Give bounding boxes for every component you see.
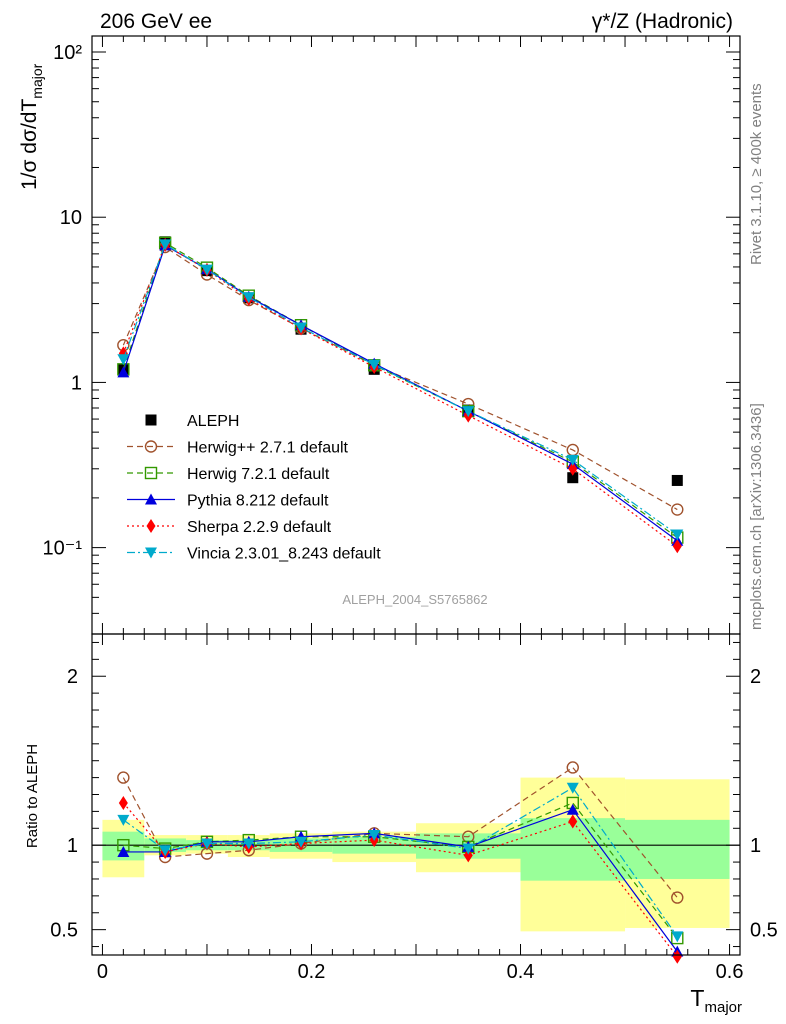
data-point [242, 292, 255, 304]
y-tick-label-ratio: 0.5 [50, 920, 78, 942]
y-tick-label-ratio-right: 2 [750, 666, 761, 688]
main-ylabel: 1/σ dσ/dTmajor [18, 63, 45, 190]
data-point [462, 406, 475, 418]
y-tick-label-main: 10⁻¹ [43, 538, 83, 560]
legend-marker [145, 493, 157, 505]
legend-entry: Vincia 2.3.01_8.243 default [127, 546, 381, 563]
legend-entry: Pythia 8.212 default [127, 493, 329, 510]
data-point [295, 322, 308, 334]
ratio-point [159, 845, 172, 857]
legend: ALEPH Herwig++ 2.7.1 default Herwig 7.2.1 … [127, 413, 381, 563]
x-tick-label: 0.6 [716, 961, 744, 983]
ratio-line [123, 802, 678, 939]
data-point [117, 366, 130, 378]
legend-label: Sherpa 2.2.9 default [187, 519, 332, 536]
ratio-point [671, 931, 684, 943]
header-left: 206 GeV ee [100, 10, 212, 33]
legend-marker [146, 519, 156, 533]
ratio-point [566, 803, 579, 815]
ratio-series-vincia-2-3-01-8-243 [117, 782, 684, 943]
legend-marker [145, 547, 157, 559]
ratio-point [368, 830, 381, 842]
legend-label: Pythia 8.212 default [187, 493, 329, 510]
series-layer [117, 236, 684, 964]
ratio-point [566, 761, 579, 774]
ratio-point [117, 845, 130, 857]
x-tick-label: 0.2 [298, 961, 326, 983]
stat-band-bin-7 [520, 818, 626, 881]
watermark: ALEPH_2004_S5765862 [342, 592, 487, 607]
legend-entry: Sherpa 2.2.9 default [127, 519, 332, 536]
ratio-point [118, 795, 128, 810]
rivet-label: Rivet 3.1.10, ≥ 400k events [748, 83, 765, 265]
y-tick-label-main: 10 [60, 207, 82, 229]
legend-label: Herwig 7.2.1 default [187, 466, 330, 483]
ratio-point [200, 838, 213, 850]
ratio-ylabel: Ratio to ALEPH [24, 744, 41, 848]
x-tick-label: 0 [97, 961, 108, 983]
y-tick-label-main: 1 [71, 372, 82, 394]
ratio-point [671, 891, 684, 904]
ratio-point [117, 814, 130, 826]
legend-marker [144, 466, 158, 480]
axis-labels: 0 0.2 0.4 0.6 10⁻¹ 1 10 10² 0.5 0.5 1 1 2 2 [43, 42, 778, 983]
legend-label: ALEPH [187, 413, 239, 430]
ratio-point [672, 949, 682, 964]
ratio-point [566, 782, 579, 794]
data-point [368, 359, 381, 371]
data-point [566, 454, 579, 466]
data-point [672, 539, 682, 554]
legend-marker [145, 414, 157, 426]
legend-marker [144, 440, 158, 453]
data-point [671, 529, 684, 541]
y-tick-label-ratio: 1 [67, 835, 78, 857]
y-tick-label-ratio: 2 [67, 666, 78, 688]
legend-entry: ALEPH [145, 413, 239, 430]
data-point [671, 503, 684, 516]
y-tick-label-ratio-right: 1 [750, 835, 761, 857]
data-point [200, 264, 213, 276]
header-right: γ*/Z (Hadronic) [592, 10, 733, 33]
data-point [568, 461, 578, 476]
ratio-point [117, 771, 130, 784]
data-point [159, 239, 172, 251]
y-tick-label-main: 10² [53, 42, 82, 64]
tick-marks [92, 36, 740, 955]
ratio-point [568, 814, 578, 829]
legend-entry: Herwig 7.2.1 default [127, 466, 330, 483]
legend-entry: Herwig++ 2.7.1 default [127, 440, 349, 457]
data-point [117, 354, 130, 366]
legend-label: Herwig++ 2.7.1 default [187, 440, 349, 457]
legend-label: Vincia 2.3.01_8.243 default [187, 546, 381, 563]
xlabel: Tmajor [690, 985, 742, 1016]
main-panel-frame [91, 35, 741, 635]
data-point [671, 474, 683, 486]
ratio-point [295, 836, 308, 848]
y-tick-label-ratio-right: 0.5 [750, 920, 778, 942]
ratio-point [242, 838, 255, 850]
data-point [567, 472, 579, 484]
series-line [122, 243, 678, 536]
ratio-line [122, 766, 678, 898]
mcplots-label: mcplots.cern.ch [arXiv:1306.3436] [748, 403, 765, 630]
ratio-point [462, 843, 475, 855]
x-tick-label: 0.4 [507, 961, 535, 983]
series-vincia-2-3-01-8-243 [117, 239, 684, 541]
ratio-point [463, 848, 473, 863]
stat-band-bin-8 [625, 819, 730, 879]
